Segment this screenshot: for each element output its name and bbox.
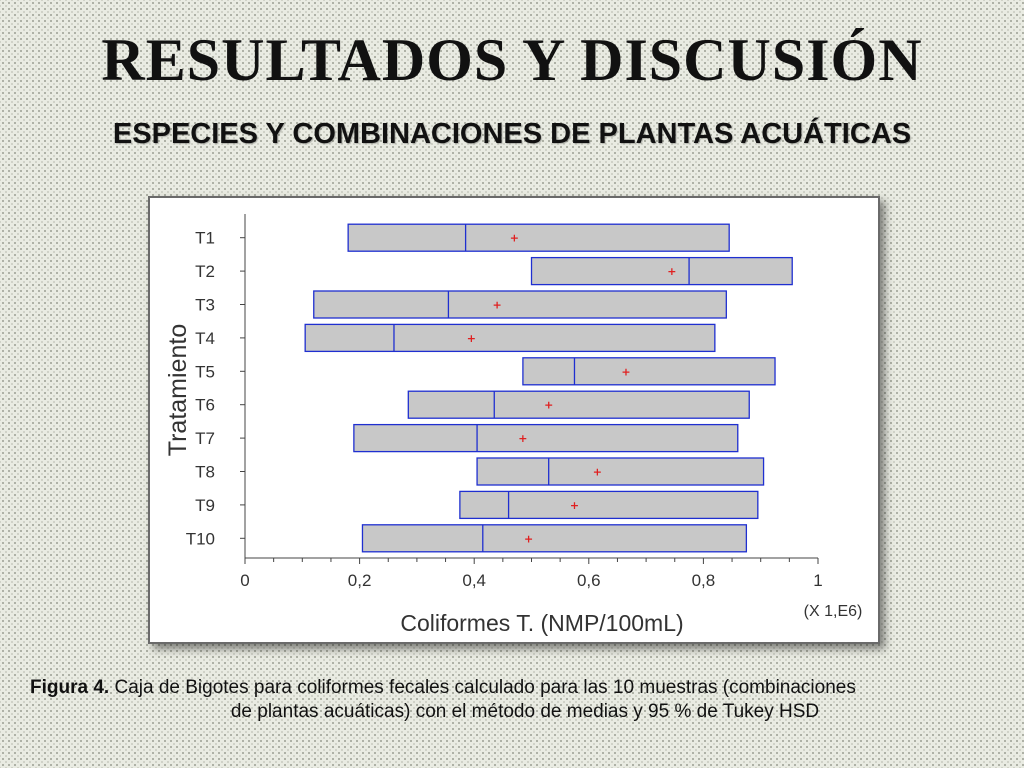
- x-axis-multiplier: (X 1,E6): [804, 603, 863, 620]
- caption-line-2: de plantas acuáticas) con el método de m…: [230, 701, 820, 722]
- box-T3: [313, 290, 727, 319]
- x-tick-label: 1: [813, 571, 822, 590]
- y-tick-label: T4: [195, 329, 215, 348]
- mean-marker-T7: +: [518, 432, 527, 445]
- box-T5: [522, 357, 776, 386]
- box-T6: [407, 390, 750, 419]
- mean-marker-T2: +: [667, 265, 676, 278]
- mean-marker-T5: +: [621, 365, 630, 378]
- slide-title: RESULTADOS Y DISCUSIÓN: [101, 27, 923, 93]
- y-tick-label: T10: [186, 529, 215, 548]
- box-T8: [476, 457, 765, 486]
- x-axis-label: Coliformes T. (NMP/100mL): [400, 610, 683, 636]
- x-tick-label: 0,4: [462, 571, 486, 590]
- x-tick-label: 0: [240, 571, 249, 590]
- box-plot-chart: 0 0,2 0,4 0,6 0,8 1 T1 + T2 + T3 + T4 + T5 + T6 + T7 + T8 + T9…: [164, 214, 863, 636]
- y-tick-label: T1: [195, 229, 215, 248]
- mean-marker-T1: +: [510, 232, 519, 245]
- mean-marker-T6: +: [544, 399, 553, 412]
- caption-label: Figura 4.: [30, 677, 110, 698]
- x-tick-label: 0,6: [577, 571, 601, 590]
- mean-marker-T9: +: [570, 499, 579, 512]
- box-T9: [459, 490, 759, 520]
- slide-subtitle: ESPECIES Y COMBINACIONES DE PLANTAS ACUÁ…: [112, 118, 912, 150]
- y-tick-label: T3: [195, 296, 215, 315]
- mean-marker-T4: +: [467, 332, 476, 345]
- y-tick-label: T6: [195, 396, 215, 415]
- mean-marker-T10: +: [524, 532, 533, 545]
- mean-marker-T3: +: [493, 299, 502, 312]
- box-T10: [361, 524, 748, 553]
- box-T4: [304, 323, 716, 353]
- y-tick-label: T7: [195, 429, 215, 448]
- x-tick-label: 0,8: [692, 571, 716, 590]
- box-T7: [353, 423, 739, 453]
- figure-caption: Figura 4. Caja de Bigotes para coliforme…: [30, 676, 1020, 724]
- x-tick-label: 0,2: [348, 571, 372, 590]
- y-tick-label: T5: [195, 362, 215, 381]
- box-T2: [530, 256, 793, 286]
- mean-marker-T8: +: [593, 466, 602, 479]
- y-tick-label: T8: [195, 463, 215, 482]
- y-axis-label: Tratamiento: [164, 324, 192, 456]
- box-plot-panel: 0 0,2 0,4 0,6 0,8 1 T1 + T2 + T3 + T4 + T5 + T6 + T7 + T8 + T9…: [148, 196, 880, 644]
- box-T1: [347, 223, 730, 252]
- caption-line-1: Caja de Bigotes para coliformes fecales …: [114, 677, 856, 698]
- y-tick-label: T9: [195, 496, 215, 515]
- y-tick-label: T2: [195, 262, 215, 281]
